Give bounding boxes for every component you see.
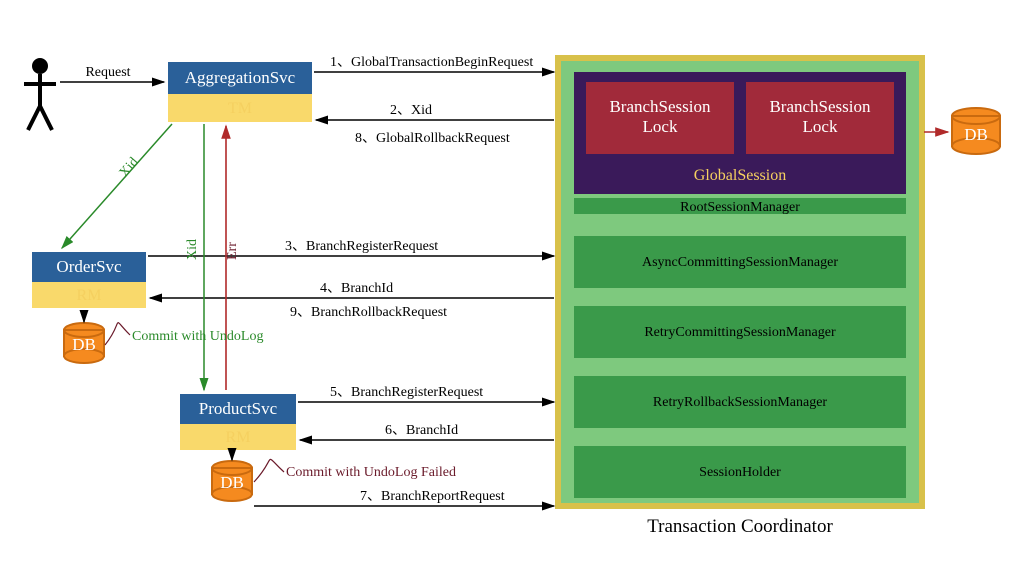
lbl-m5: 5、BranchRegisterRequest <box>330 385 483 400</box>
svg-text:TM: TM <box>228 100 252 117</box>
curve-order-undo <box>105 323 130 345</box>
lbl-m1: 1、GlobalTransactionBeginRequest <box>330 55 533 70</box>
lbl-m3: 3、BranchRegisterRequest <box>285 239 438 254</box>
svg-text:RM: RM <box>226 429 251 446</box>
db-order-label: DB <box>72 335 96 354</box>
svg-text:RetryRollbackSessionManager: RetryRollbackSessionManager <box>653 395 828 410</box>
svg-text:AggregationSvc: AggregationSvc <box>185 68 296 87</box>
edge-xid1 <box>62 124 172 248</box>
svg-text:ProductSvc: ProductSvc <box>199 399 278 418</box>
lbl-xid2: Xid <box>185 239 200 260</box>
lbl-err: Err <box>225 242 240 260</box>
svg-text:OrderSvc: OrderSvc <box>56 257 122 276</box>
db-order: DB <box>64 323 104 363</box>
lbl-commit-undo-fail: Commit with UndoLog Failed <box>286 465 456 480</box>
svg-text:RetryCommittingSessionManager: RetryCommittingSessionManager <box>644 325 836 340</box>
branch-lock-1-l1: BranchSession <box>609 97 711 116</box>
db-product: DB <box>212 461 252 501</box>
db-right-label: DB <box>964 125 988 144</box>
lbl-m2: 2、Xid <box>390 103 432 118</box>
lbl-m4: 4、BranchId <box>320 281 393 296</box>
diagram-root: DB DB DB Transaction Coordinator BranchS… <box>0 0 1025 573</box>
branch-lock-1-l2: Lock <box>643 117 678 136</box>
db-right: DB <box>952 108 1000 154</box>
product-svc: ProductSvc RM <box>180 394 296 450</box>
lbl-commit-undo: Commit with UndoLog <box>132 329 263 344</box>
actor-person <box>24 58 56 130</box>
manager-rows: RootSessionManager AsyncCommittingSessio… <box>574 198 906 498</box>
lbl-m7: 7、BranchReportRequest <box>360 489 505 504</box>
svg-text:SessionHolder: SessionHolder <box>699 465 781 480</box>
global-session-label: GlobalSession <box>694 167 786 184</box>
branch-lock-2-l2: Lock <box>803 117 838 136</box>
lbl-request: Request <box>85 65 130 80</box>
lbl-m6: 6、BranchId <box>385 423 458 438</box>
lbl-m9: 9、BranchRollbackRequest <box>290 305 447 320</box>
curve-prod-undo <box>254 459 284 482</box>
lbl-xid1: Xid <box>117 155 142 181</box>
svg-text:AsyncCommittingSessionManager: AsyncCommittingSessionManager <box>642 255 838 270</box>
order-svc: OrderSvc RM <box>32 252 146 308</box>
tc-title: Transaction Coordinator <box>647 516 833 537</box>
lbl-m8: 8、GlobalRollbackRequest <box>355 131 510 146</box>
db-product-label: DB <box>220 473 244 492</box>
svg-text:RootSessionManager: RootSessionManager <box>680 200 800 215</box>
svg-text:RM: RM <box>77 287 102 304</box>
aggregation-svc: AggregationSvc TM <box>168 62 312 122</box>
branch-lock-2-l1: BranchSession <box>769 97 871 116</box>
